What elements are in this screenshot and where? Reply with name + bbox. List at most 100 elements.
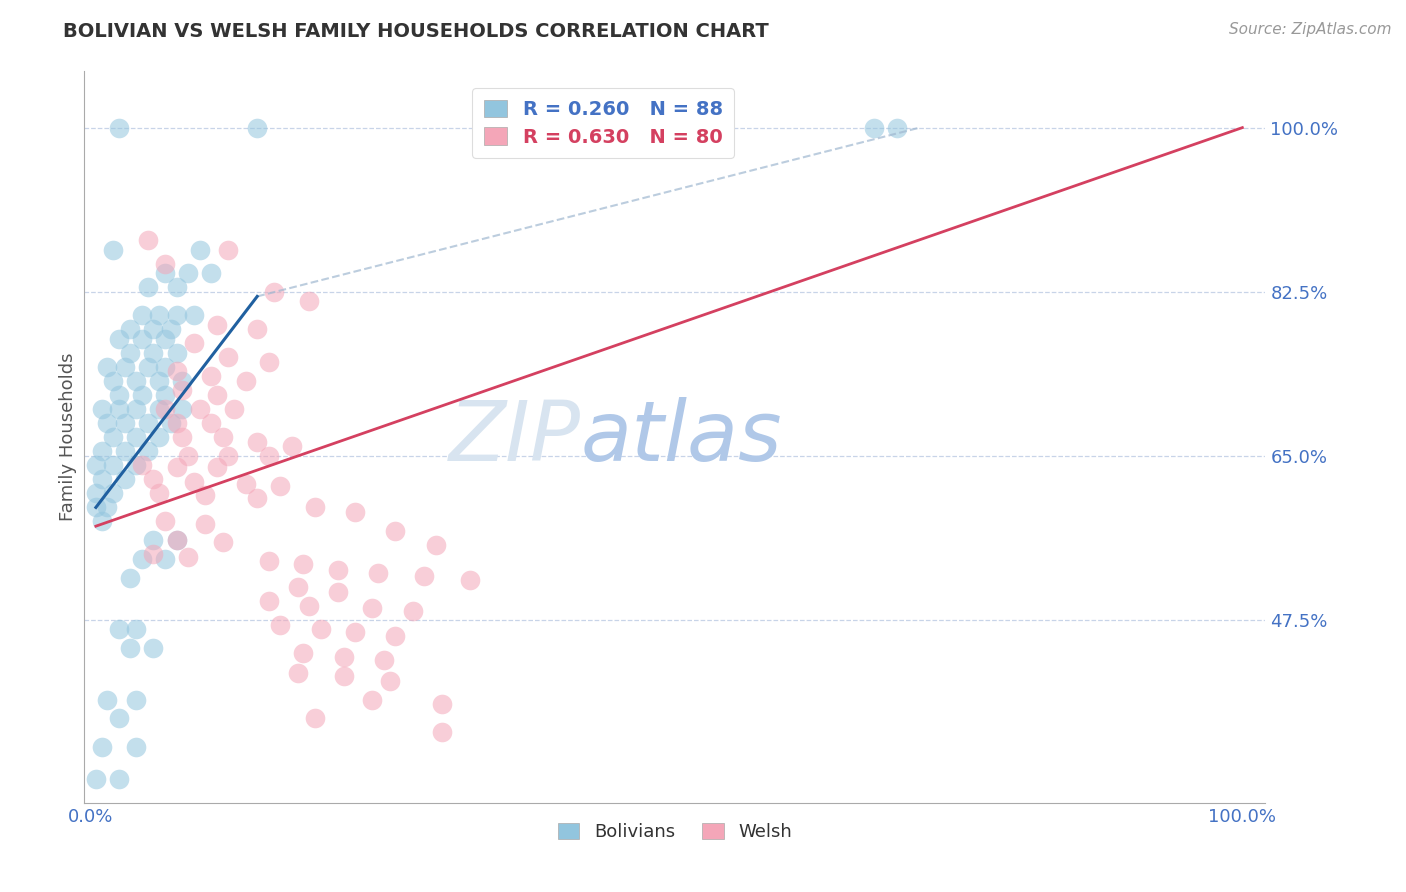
Point — [211, 535, 233, 549]
Point — [108, 332, 131, 346]
Point — [177, 449, 200, 463]
Point — [159, 416, 181, 430]
Point — [148, 430, 170, 444]
Point — [125, 623, 148, 637]
Point — [361, 692, 384, 706]
Point — [205, 460, 228, 475]
Point — [172, 401, 194, 416]
Point — [108, 401, 131, 416]
Point — [183, 308, 205, 322]
Point — [108, 388, 131, 402]
Point — [166, 416, 188, 430]
Text: ZIP: ZIP — [449, 397, 581, 477]
Point — [114, 359, 136, 374]
Point — [166, 345, 188, 359]
Point — [862, 120, 884, 135]
Point — [246, 491, 269, 505]
Point — [84, 458, 107, 473]
Point — [217, 351, 239, 365]
Point — [460, 573, 482, 587]
Point — [183, 475, 205, 489]
Point — [200, 266, 222, 280]
Point — [373, 653, 395, 667]
Point — [101, 374, 124, 388]
Point — [183, 336, 205, 351]
Point — [309, 623, 332, 637]
Text: Source: ZipAtlas.com: Source: ZipAtlas.com — [1229, 22, 1392, 37]
Point — [90, 472, 112, 486]
Point — [125, 458, 148, 473]
Point — [166, 308, 188, 322]
Point — [194, 517, 217, 532]
Point — [114, 444, 136, 458]
Point — [153, 359, 176, 374]
Point — [332, 650, 354, 665]
Point — [131, 308, 153, 322]
Point — [269, 479, 291, 493]
Point — [384, 524, 406, 538]
Point — [108, 623, 131, 637]
Point — [292, 557, 315, 571]
Point — [298, 294, 321, 309]
Point — [96, 500, 118, 515]
Point — [200, 369, 222, 384]
Point — [166, 460, 188, 475]
Point — [125, 374, 148, 388]
Point — [217, 449, 239, 463]
Point — [148, 374, 170, 388]
Point — [101, 243, 124, 257]
Point — [90, 401, 112, 416]
Point — [200, 416, 222, 430]
Point — [430, 725, 453, 739]
Point — [120, 571, 142, 585]
Point — [177, 266, 200, 280]
Point — [84, 486, 107, 500]
Point — [217, 243, 239, 257]
Point — [120, 322, 142, 336]
Point — [332, 669, 354, 683]
Point — [131, 388, 153, 402]
Point — [402, 603, 425, 617]
Point — [142, 533, 165, 548]
Point — [101, 458, 124, 473]
Point — [269, 617, 291, 632]
Point — [125, 692, 148, 706]
Point — [153, 401, 176, 416]
Point — [425, 538, 447, 552]
Point — [886, 120, 908, 135]
Point — [287, 580, 309, 594]
Point — [246, 322, 269, 336]
Point — [246, 120, 269, 135]
Point — [224, 401, 246, 416]
Point — [96, 692, 118, 706]
Point — [166, 280, 188, 294]
Point — [136, 416, 159, 430]
Point — [281, 440, 304, 454]
Point — [257, 554, 280, 568]
Point — [153, 332, 176, 346]
Point — [166, 533, 188, 548]
Point — [188, 401, 211, 416]
Point — [430, 698, 453, 712]
Text: atlas: atlas — [581, 397, 782, 477]
Point — [413, 569, 436, 583]
Point — [136, 233, 159, 247]
Point — [120, 641, 142, 656]
Legend: Bolivians, Welsh: Bolivians, Welsh — [547, 813, 803, 852]
Point — [304, 500, 326, 515]
Point — [125, 739, 148, 754]
Point — [125, 430, 148, 444]
Point — [153, 552, 176, 566]
Point — [655, 120, 678, 135]
Point — [108, 772, 131, 787]
Point — [125, 401, 148, 416]
Point — [142, 345, 165, 359]
Point — [384, 629, 406, 643]
Point — [326, 563, 349, 577]
Point — [142, 547, 165, 561]
Point — [257, 449, 280, 463]
Point — [131, 552, 153, 566]
Point — [136, 444, 159, 458]
Point — [235, 477, 257, 491]
Point — [172, 374, 194, 388]
